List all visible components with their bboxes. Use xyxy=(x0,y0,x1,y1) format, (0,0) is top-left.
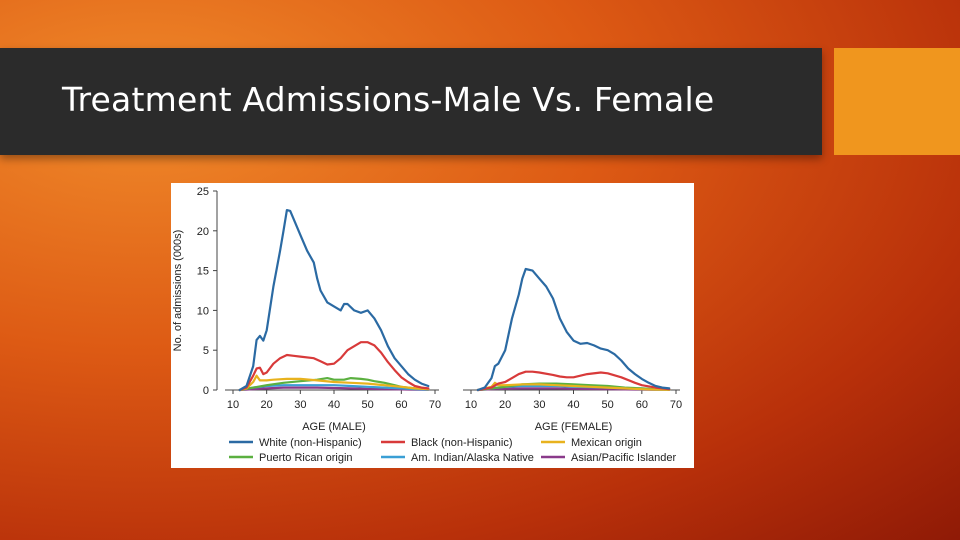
male-x-tick-label-20: 20 xyxy=(261,399,273,411)
legend-label-asian-pacific-islander: Asian/Pacific Islander xyxy=(571,452,676,464)
male-x-tick-label-10: 10 xyxy=(227,399,239,411)
y-tick-label-20: 20 xyxy=(197,226,209,238)
y-tick-label-0: 0 xyxy=(203,385,209,397)
y-tick-label-10: 10 xyxy=(197,305,209,317)
legend: White (non-Hispanic) Black (non-Hispanic)… xyxy=(229,437,676,464)
female-series-black-non-hispanic xyxy=(476,370,671,392)
admissions-chart: White (non-Hispanic) Black (non-Hispanic)… xyxy=(172,186,682,464)
accent-block xyxy=(834,48,960,155)
y-tick-label-25: 25 xyxy=(197,186,209,198)
legend-label-puerto-rican-origin: Puerto Rican origin xyxy=(259,452,353,464)
male-x-tick-label-40: 40 xyxy=(328,399,340,411)
title-bar: Treatment Admissions-Male Vs. Female xyxy=(0,48,822,155)
female-x-tick-label-50: 50 xyxy=(602,399,614,411)
male-x-axis-label: AGE (MALE) xyxy=(302,421,366,433)
legend-label-am-indian-alaska-native: Am. Indian/Alaska Native xyxy=(411,452,534,464)
female-series-mexican-origin xyxy=(476,381,671,392)
male-x-tick-label-60: 60 xyxy=(395,399,407,411)
female-x-tick-label-40: 40 xyxy=(567,399,579,411)
legend-label-black-non-hispanic: Black (non-Hispanic) xyxy=(411,437,512,449)
female-x-axis-label: AGE (FEMALE) xyxy=(535,421,613,433)
male-series-mexican-origin xyxy=(238,374,430,392)
female-panel: 10 20 30 40 50 60 70 AGE (FEMALE) xyxy=(463,267,682,433)
male-panel: 10 20 30 40 50 60 70 AGE (MALE) 0 5 10 15 20 25 No. of… xyxy=(172,186,441,433)
male-x-tick-label-70: 70 xyxy=(429,399,441,411)
slide-title: Treatment Admissions-Male Vs. Female xyxy=(62,80,715,119)
female-x-tick-label-30: 30 xyxy=(533,399,545,411)
female-x-tick-label-20: 20 xyxy=(499,399,511,411)
male-x-tick-label-50: 50 xyxy=(362,399,374,411)
female-x-tick-label-10: 10 xyxy=(465,399,477,411)
male-x-tick-label-30: 30 xyxy=(294,399,306,411)
chart-panel: White (non-Hispanic) Black (non-Hispanic)… xyxy=(171,183,694,468)
male-series-white-non-hispanic xyxy=(238,209,430,392)
legend-label-white-non-hispanic: White (non-Hispanic) xyxy=(259,437,362,449)
female-x-tick-label-70: 70 xyxy=(670,399,682,411)
female-x-tick-label-60: 60 xyxy=(636,399,648,411)
male-series-black-non-hispanic xyxy=(238,341,430,392)
y-axis-label: No. of admissions (000s) xyxy=(172,230,184,352)
y-tick-label-5: 5 xyxy=(203,345,209,357)
y-tick-label-15: 15 xyxy=(197,266,209,278)
female-series-white-non-hispanic xyxy=(476,267,671,392)
legend-label-mexican-origin: Mexican origin xyxy=(571,437,642,449)
